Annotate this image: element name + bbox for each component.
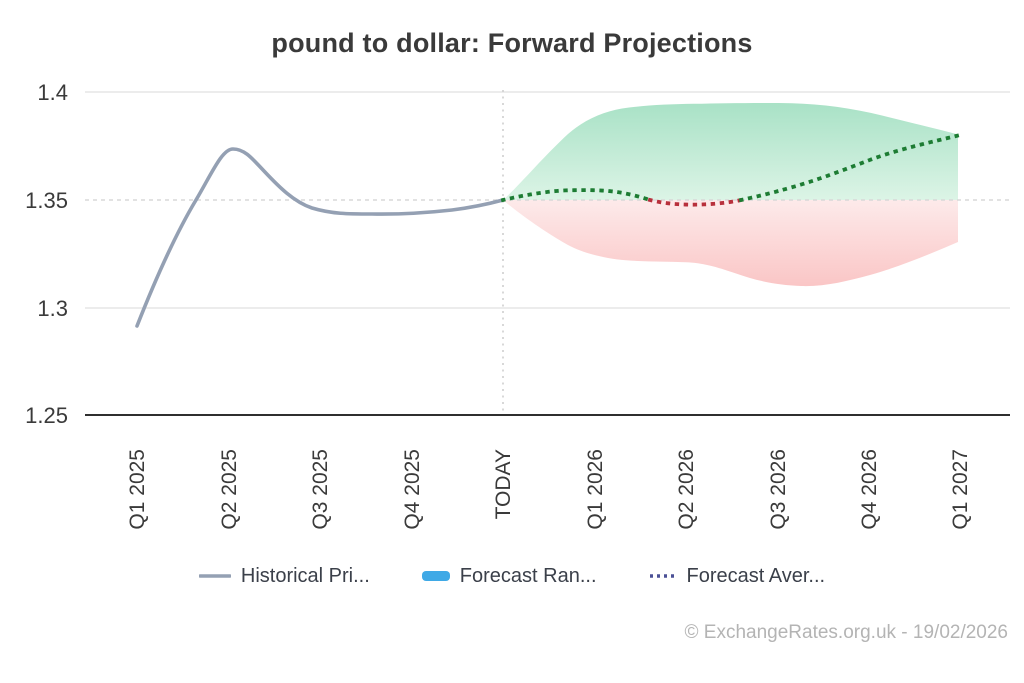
x-tick-label: Q3 2025: [309, 449, 332, 530]
legend-item-historical-price: Historical Pri...: [198, 564, 370, 588]
x-tick-label-today: TODAY: [492, 449, 515, 519]
x-tick-label: Q1 2027: [949, 449, 972, 530]
x-tick-label: Q4 2025: [401, 449, 424, 530]
x-tick-label: Q2 2025: [218, 449, 241, 530]
forecast-range-upper-area: [503, 102, 958, 200]
x-tick-label: Q2 2026: [675, 449, 698, 530]
y-tick-label: 1.4: [37, 80, 68, 105]
forecast-average-line-green-1: [500, 188, 653, 203]
forecast-chart: 1.4 1.35 1.3 1.25 Q1 2025 Q2 2025 Q3 202…: [25, 80, 1010, 530]
legend-label-forecast-range: Forecast Ran...: [459, 564, 597, 587]
chart-title: pound to dollar: Forward Projections: [271, 28, 753, 58]
historical-line-swatch-icon: [198, 574, 231, 578]
x-tick-label: Q1 2026: [584, 449, 607, 530]
y-tick-label: 1.35: [25, 188, 68, 213]
x-tick-label: Q1 2025: [126, 449, 149, 530]
forecast-average-swatch-icon: [649, 574, 677, 578]
chart-legend: Historical Pri... Forecast Ran... Foreca…: [0, 560, 1024, 592]
forecast-average-line-green-2: [738, 133, 961, 203]
forecast-range-swatch-icon: [421, 571, 450, 581]
legend-item-forecast-range: Forecast Ran...: [421, 564, 597, 588]
x-tick-label: Q4 2026: [858, 449, 881, 530]
forecast-average-line-red: [647, 197, 744, 207]
forecast-range-lower-area: [503, 200, 958, 287]
y-tick-label: 1.25: [25, 403, 68, 428]
y-tick-label: 1.3: [37, 296, 68, 321]
x-tick-label: Q3 2026: [767, 449, 790, 530]
attribution-text: © ExchangeRates.org.uk - 19/02/2026: [684, 622, 1008, 643]
historical-price-line: [135, 147, 505, 328]
legend-label-forecast-average: Forecast Aver...: [686, 564, 826, 587]
legend-item-forecast-average: Forecast Aver...: [649, 564, 826, 588]
legend-label-historical-price: Historical Pri...: [240, 564, 370, 587]
